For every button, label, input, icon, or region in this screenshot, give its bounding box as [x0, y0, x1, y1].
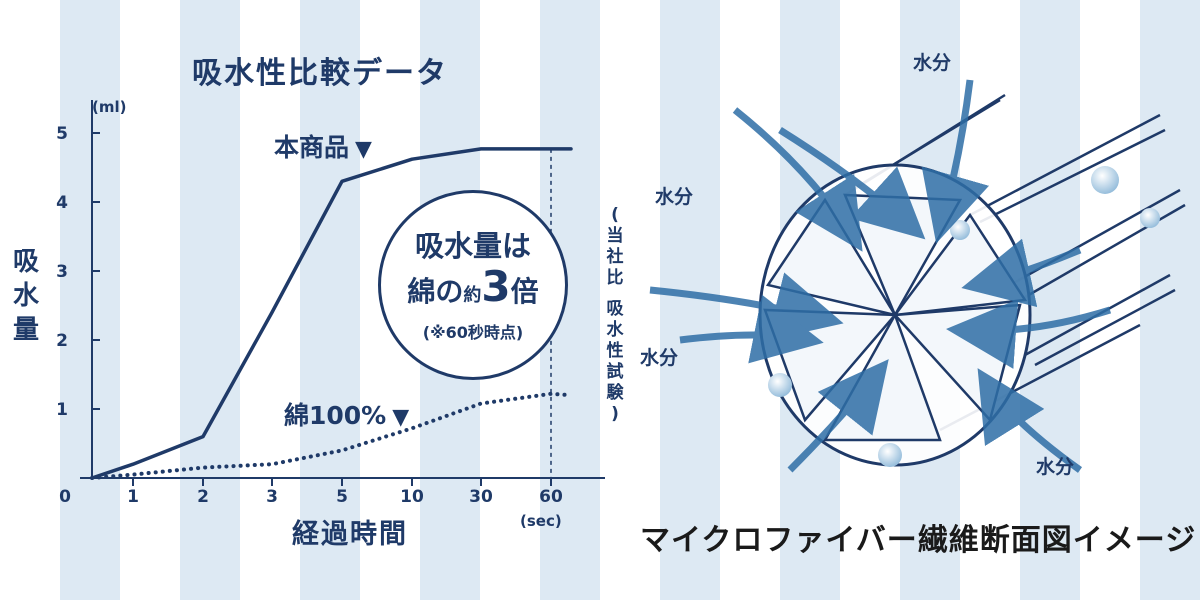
x-tick-label: 60: [539, 487, 563, 507]
x-tick-label: 0: [59, 487, 71, 507]
microfiber-illustration: [649, 79, 1186, 473]
callout-suffix: 倍: [510, 275, 539, 308]
water-label: 水分: [640, 347, 679, 369]
callout-multiplier: 3: [481, 262, 511, 311]
series-label-product: 本商品 ▼: [274, 128, 372, 164]
x-tick-label: 10: [400, 487, 424, 507]
illustration-caption: マイクロファイバー繊維断面図イメージ: [640, 523, 1197, 558]
test-note: ( 当 社 比 吸 水 性 試 験 ): [598, 205, 632, 425]
test-note-char: (: [611, 205, 619, 225]
x-tick-label: 1: [127, 487, 139, 507]
y-tick-label: 1: [56, 400, 68, 420]
down-triangle-icon: ▼: [355, 137, 372, 162]
x-tick-label: 3: [266, 487, 278, 507]
y-tick-label: 2: [56, 331, 68, 351]
background-stripe: [300, 0, 360, 600]
series-line-2: [90, 391, 573, 480]
background-stripe: [1140, 0, 1200, 600]
series-label-text: 綿100%: [284, 401, 387, 430]
absorption-chart: 1 2 3 4 5 0 1 2 3 5 10 30 60: [56, 100, 605, 507]
callout-approx: 約: [463, 285, 482, 306]
callout-line-1: 吸水量は: [414, 229, 531, 263]
x-axis-unit: (sec): [520, 512, 562, 530]
background-stripe: [180, 0, 240, 600]
chart-ticks: 1 2 3 4 5 0 1 2 3 5 10 30 60: [56, 124, 563, 507]
test-note-char: [598, 289, 632, 299]
x-tick-label: 2: [197, 487, 209, 507]
test-note-char: 水: [606, 320, 624, 340]
y-axis-label-char: 水: [12, 281, 39, 311]
background-stripe: [60, 0, 120, 600]
y-axis-label-char: 吸: [12, 247, 39, 277]
down-triangle-icon: ▼: [392, 405, 410, 430]
test-note-char: 験: [606, 383, 624, 403]
test-note-char: 比: [606, 268, 624, 288]
comparison-callout: 吸水量は 綿の約3倍 (※60秒時点): [378, 190, 568, 380]
y-axis-unit: (ml): [92, 98, 127, 116]
test-note-char: ): [611, 404, 619, 424]
y-axis-label-char: 量: [12, 315, 39, 345]
test-note-char: 吸: [606, 299, 624, 319]
x-axis-label: 経過時間: [292, 519, 408, 550]
x-tick-label: 30: [469, 487, 493, 507]
series-label-text: 本商品: [274, 133, 350, 162]
y-tick-label: 3: [56, 262, 68, 282]
water-arrows: [649, 79, 1112, 473]
series-label-cotton: 綿100% ▼: [284, 396, 409, 432]
chart-title: 吸水性比較データ: [192, 56, 448, 91]
chart-lines: [90, 147, 573, 480]
callout-line-2: 綿の約3倍: [381, 265, 565, 318]
y-tick-label: 4: [56, 193, 68, 213]
test-note-char: 試: [606, 362, 624, 382]
series-line-1: [90, 147, 573, 480]
x-tick-label: 5: [336, 487, 348, 507]
callout-footnote: (※60秒時点): [422, 323, 524, 342]
test-note-char: 性: [606, 341, 624, 361]
callout-prefix: 綿の: [407, 275, 464, 308]
water-label: 水分: [1036, 456, 1075, 478]
test-note-char: 社: [606, 247, 624, 267]
water-label: 水分: [913, 52, 952, 74]
y-axis-label: 吸 水 量: [10, 245, 42, 347]
test-note-char: 当: [606, 226, 624, 246]
y-tick-label: 5: [56, 124, 68, 144]
water-label: 水分: [655, 186, 694, 208]
